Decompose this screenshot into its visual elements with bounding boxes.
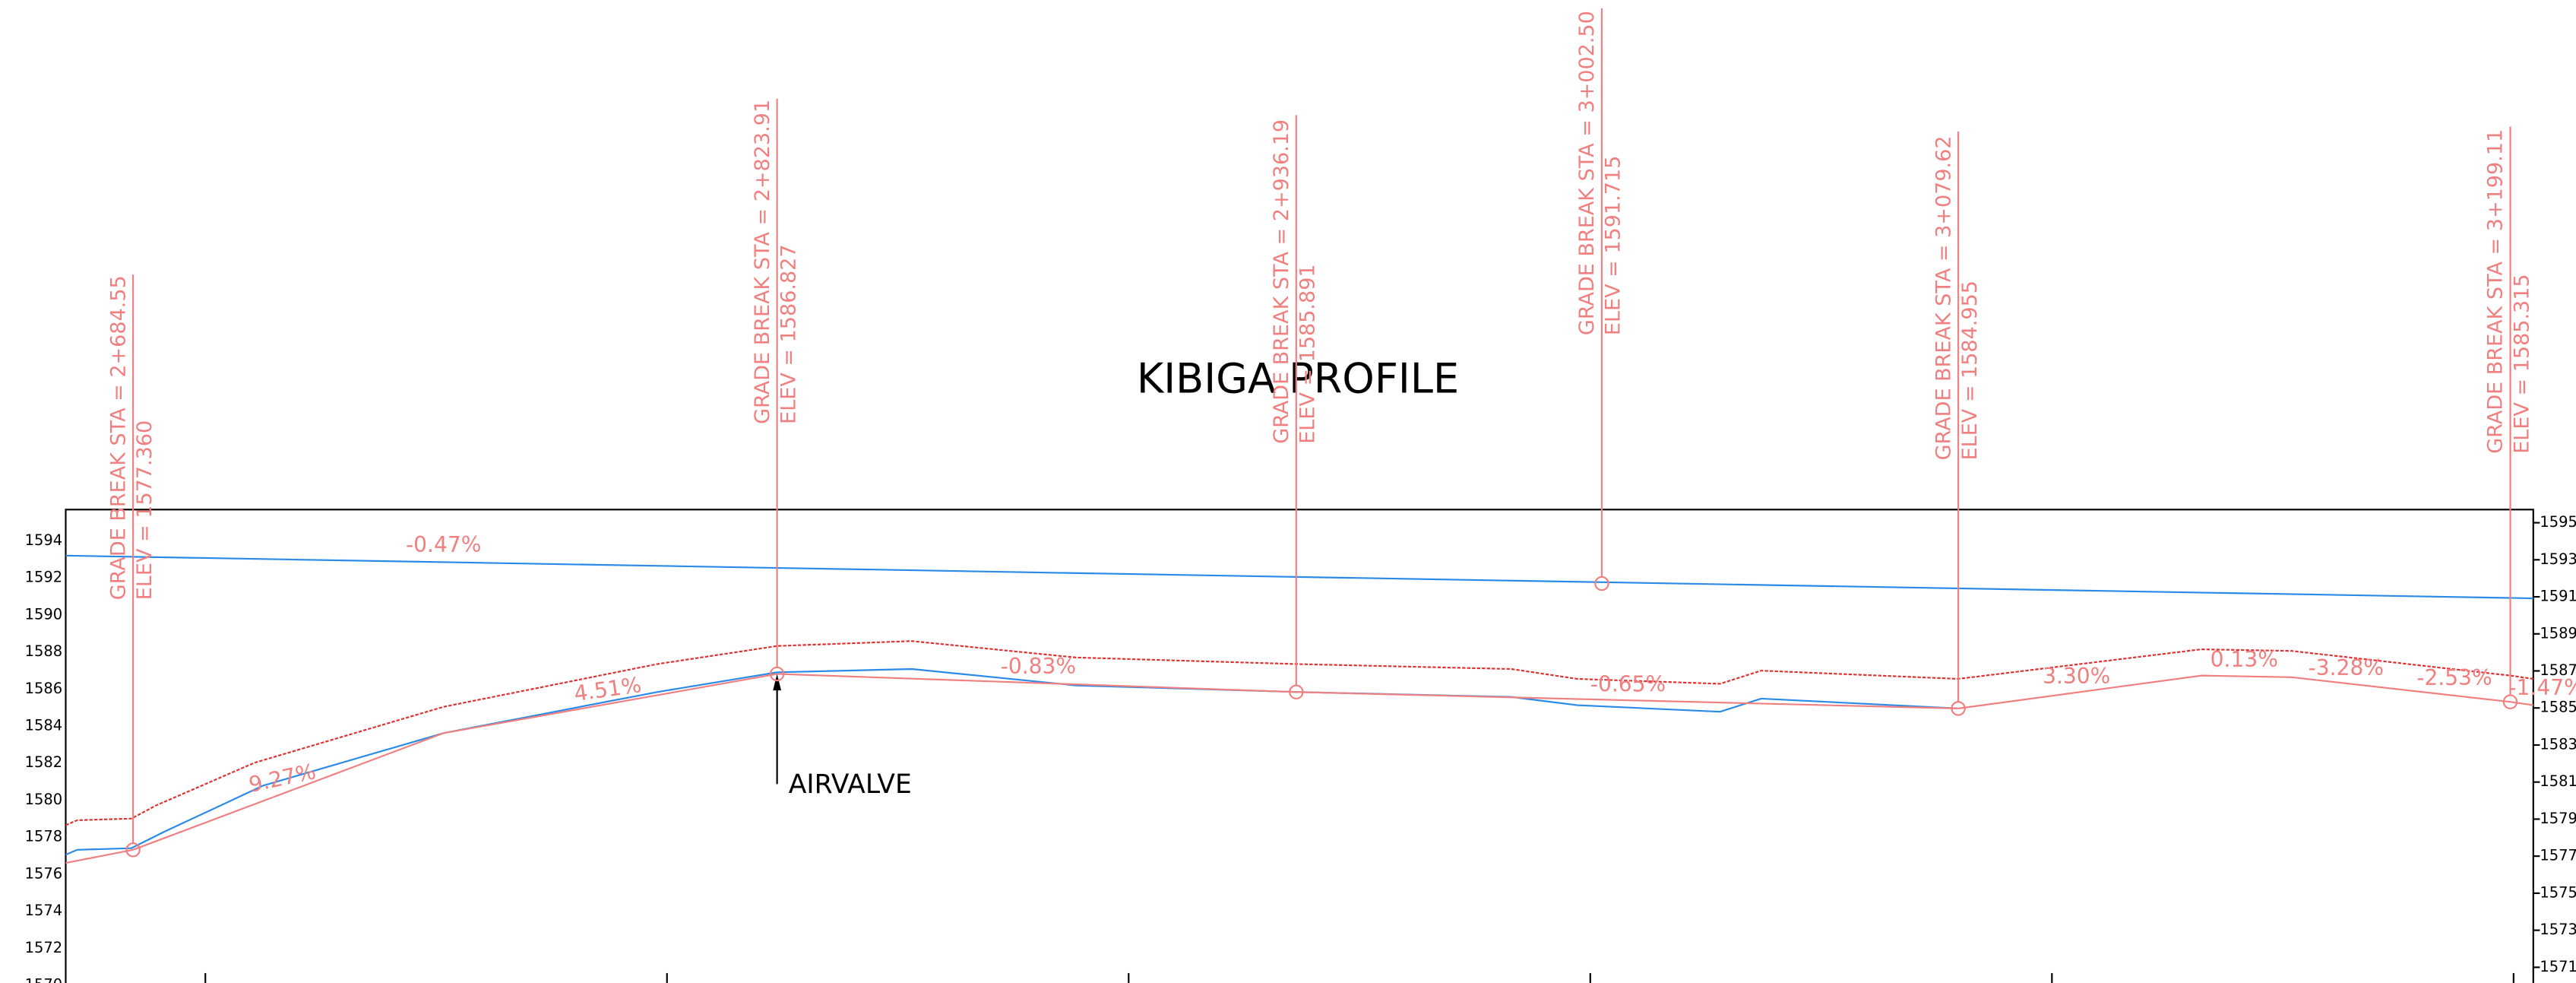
grade-break-elevation: ELEV = 1585.891 bbox=[1296, 264, 1320, 443]
slope-label: 4.51% bbox=[572, 672, 643, 706]
slope-label: -3.28% bbox=[2309, 655, 2384, 680]
right-axis-label: 1581 bbox=[2540, 772, 2576, 790]
grade-break-point bbox=[2502, 694, 2518, 709]
slope-label: -0.65% bbox=[1590, 672, 1666, 697]
left-axis-label: 1588 bbox=[25, 642, 62, 660]
pipe-line bbox=[65, 673, 2533, 864]
ground-line bbox=[65, 667, 1959, 856]
left-axis-label: 1584 bbox=[25, 717, 62, 734]
right-axis-label: 1577 bbox=[2540, 847, 2576, 864]
right-axis-label: 1587 bbox=[2540, 661, 2576, 679]
frame bbox=[65, 509, 2534, 983]
right-axis-label: 1579 bbox=[2540, 810, 2576, 827]
right-axis-label: 1585 bbox=[2540, 699, 2576, 716]
grade-break-elevation: ELEV = 1585.315 bbox=[2510, 274, 2533, 453]
left-axis-label: 1582 bbox=[25, 753, 62, 771]
grade-break-station: GRADE BREAK STA = 3+079.62 bbox=[1932, 136, 1955, 461]
left-axis-label: 1580 bbox=[25, 791, 62, 808]
slope-label: 9.27% bbox=[246, 759, 318, 797]
slope-label: -0.47% bbox=[406, 532, 481, 557]
grade-break-point bbox=[1594, 576, 1609, 591]
right-axis-label: 1573 bbox=[2540, 921, 2576, 938]
right-axis-label: 1571 bbox=[2540, 958, 2576, 975]
slope-label: -1.47% bbox=[2508, 675, 2576, 700]
left-axis-label: 1586 bbox=[25, 680, 62, 697]
left-axis-label: 1590 bbox=[25, 605, 62, 623]
left-axis-label: 1576 bbox=[25, 864, 62, 882]
slope-label: 3.30% bbox=[2043, 664, 2110, 689]
grade-break-point bbox=[125, 842, 141, 858]
grade-break-elevation: ELEV = 1584.955 bbox=[1958, 281, 1982, 460]
grade-break-station: GRADE BREAK STA = 3+199.11 bbox=[2484, 129, 2508, 454]
grade-break-point bbox=[1951, 701, 1966, 716]
hgl-line bbox=[65, 554, 2533, 600]
left-axis-label: 1574 bbox=[25, 902, 62, 919]
right-axis-label: 1591 bbox=[2540, 588, 2576, 605]
right-axis-label: 1583 bbox=[2540, 735, 2576, 753]
ground-top-line bbox=[65, 640, 2533, 826]
title: KIBIGA PROFILE bbox=[1137, 354, 1459, 402]
right-axis-label: 1589 bbox=[2540, 624, 2576, 642]
grade-break-elevation: ELEV = 1577.360 bbox=[133, 420, 157, 600]
grade-break-station: GRADE BREAK STA = 2+684.55 bbox=[106, 275, 130, 600]
right-axis-label: 1575 bbox=[2540, 883, 2576, 901]
left-axis-label: 1594 bbox=[25, 531, 62, 549]
grade-break-elevation: ELEV = 1591.715 bbox=[1602, 156, 1625, 335]
grade-break-elevation: ELEV = 1586.827 bbox=[777, 244, 800, 423]
left-axis-label: 1572 bbox=[25, 939, 62, 956]
grade-break-station: GRADE BREAK STA = 2+936.19 bbox=[1270, 119, 1293, 444]
grade-break-station: GRADE BREAK STA = 2+823.91 bbox=[751, 100, 774, 424]
slope-label: 0.13% bbox=[2210, 647, 2278, 672]
slope-label: -2.53% bbox=[2416, 665, 2492, 690]
grade-break-station: GRADE BREAK STA = 3+002.50 bbox=[1575, 11, 1599, 335]
x-ticks bbox=[204, 972, 2514, 983]
left-axis-label: 1578 bbox=[25, 828, 62, 845]
right-axis-label: 1595 bbox=[2540, 513, 2576, 531]
right-axis-label: 1593 bbox=[2540, 550, 2576, 568]
annotation-arrow bbox=[773, 674, 782, 691]
grade-break-point bbox=[769, 666, 785, 682]
slope-label: -0.83% bbox=[1001, 654, 1076, 679]
grade-break-point bbox=[1289, 684, 1304, 699]
left-axis-label: 1592 bbox=[25, 569, 62, 586]
left-axis-label: 1570 bbox=[25, 976, 62, 983]
annotation: AIRVALVE bbox=[789, 769, 912, 800]
